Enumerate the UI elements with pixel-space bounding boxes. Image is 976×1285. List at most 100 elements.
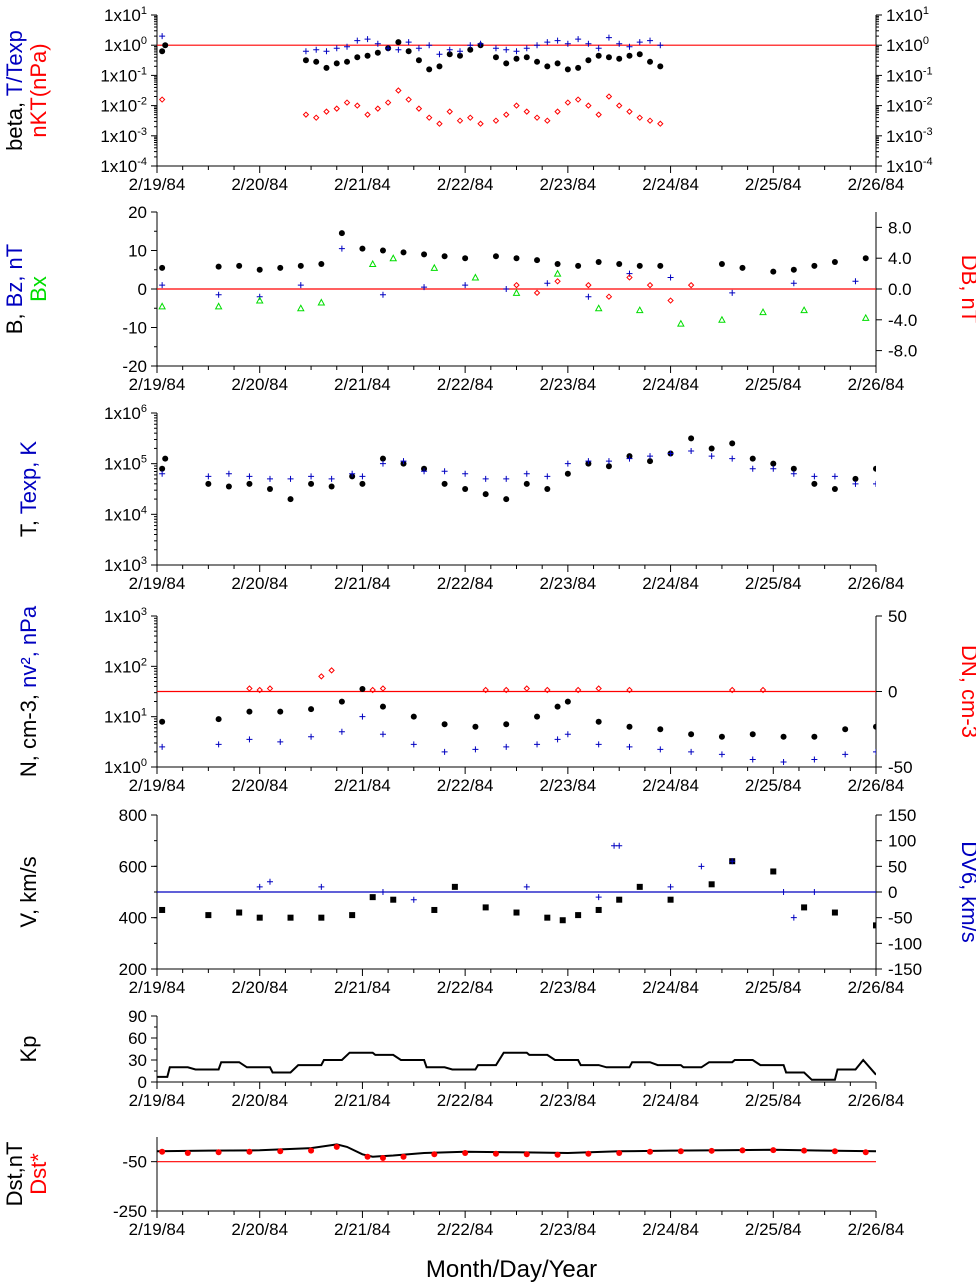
y-tick-label-right: -8.0 [888,342,917,361]
point-T [205,480,212,487]
point-DV6 [266,878,273,885]
point-nv² [657,746,664,753]
y-axis-title-part: V, km/s [16,856,41,927]
point-Texp [790,470,797,477]
point-Dst* [831,1148,838,1155]
point-DN [503,686,510,694]
y-axis-title: Dst,nT [2,1142,27,1207]
point-Dst* [159,1148,166,1155]
x-tick-label: 2/21/84 [334,776,391,795]
point-nv² [338,728,345,735]
point-T/Texp [457,48,464,55]
point-beta [544,63,551,70]
point-T [159,465,166,472]
point-T [770,460,777,467]
point-DB [513,281,520,289]
y-tick-label: 10 [128,242,147,261]
point-Texp [605,458,612,465]
point-nv² [410,741,417,748]
point-DN [482,686,489,694]
point-nv² [277,738,284,745]
point-N [359,685,366,692]
point-DV6 [729,858,736,865]
point-N [657,726,664,733]
point-B [862,255,869,262]
point-beta [364,52,371,59]
y-tick-label-right: 100 [888,832,916,851]
point-nv² [873,748,876,755]
y-tick-label-right: 1x10-1 [886,65,933,85]
point-nKT(nPa) [574,96,582,103]
point-T/Texp [492,45,499,52]
x-tick-label: 2/26/84 [848,574,905,593]
y-axis-title-right: DV6, km/s [957,841,976,942]
point-B [318,260,325,267]
point-T/Texp [477,40,484,47]
point-Bz [667,274,674,281]
point-Texp [585,458,592,465]
point-V [831,909,838,916]
point-N [564,698,571,705]
x-tick-label: 2/20/84 [231,175,288,194]
point-V [770,868,777,875]
point-B [159,264,166,271]
point-DN [759,686,767,694]
point-T [852,475,859,482]
point-Dst* [333,1143,340,1150]
point-V [349,912,356,919]
x-tick-label: 2/26/84 [848,1220,905,1239]
point-DB [687,281,695,289]
y-tick-label: 1x106 [104,403,147,423]
point-beta [595,52,602,59]
point-nv² [159,743,166,750]
x-tick-label: 2/20/84 [231,978,288,997]
y-axis-title: T, Texp, K [16,441,41,538]
point-T [379,455,386,462]
y-axis-title-part: T/Texp [2,30,27,96]
point-T [225,483,232,490]
point-nv² [308,733,315,740]
y-tick-label: 1x105 [104,454,147,474]
point-DN [523,685,530,692]
point-DN [574,686,582,694]
point-Dst* [246,1148,253,1155]
point-B [554,260,561,267]
point-DN [728,686,736,694]
point-beta [657,63,664,70]
point-DN [318,673,325,680]
point-T/Texp [585,40,592,47]
y-tick-label: 1x100 [104,757,147,777]
y-tick-label: 400 [119,909,147,928]
point-B [256,266,263,273]
point-T/Texp [374,40,381,47]
y-tick-label: 600 [119,857,147,876]
point-nKT(nPa) [436,120,443,127]
point-Texp [523,470,530,477]
point-Bz [215,291,222,298]
y-axis-title-part: beta, [2,96,27,151]
point-B [831,259,838,266]
point-T [359,480,366,487]
point-V [451,883,458,890]
point-T/Texp [503,46,510,53]
y-tick-label-right: 50 [888,607,907,626]
panel-dst: -250 -50 2/19/84 2/20/84 2/21/84 2/22/84 2/23/… [2,1137,904,1239]
y-tick-label-right: -50 [888,758,913,777]
point-B [338,230,345,237]
y-axis-title-part: Texp, K [16,441,41,515]
point-Dst* [585,1150,592,1157]
y-axis-title-part: T, [16,514,41,537]
point-nKT(nPa) [384,99,392,106]
point-T [503,496,510,503]
point-Texp [503,475,510,482]
y-tick-label-right: -4.0 [888,311,917,330]
point-T/Texp [446,46,453,53]
y-tick-label-right: 0 [888,683,897,702]
point-T/Texp [385,45,392,52]
y-tick-label: 1x104 [104,504,147,524]
point-Bz [503,286,510,292]
point-DV6 [410,896,417,903]
point-B [379,247,386,254]
point-beta [647,58,654,65]
y-tick-label: 1x102 [104,656,147,676]
